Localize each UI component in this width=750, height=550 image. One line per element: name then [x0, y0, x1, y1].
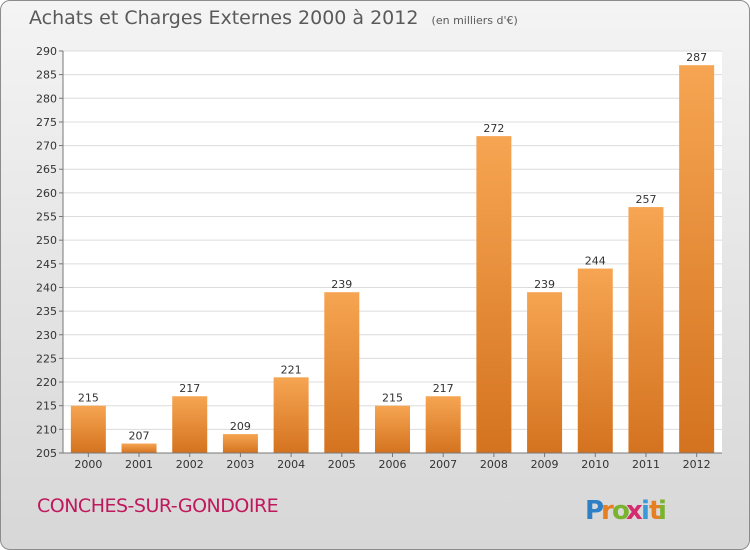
x-tick-label-2003: 2003 [226, 458, 254, 471]
data-label-2009: 239 [534, 278, 555, 291]
x-tick-label-2006: 2006 [379, 458, 407, 471]
y-tick-label: 230 [36, 329, 57, 342]
y-tick-label: 245 [36, 258, 57, 271]
y-tick-label: 280 [36, 92, 57, 105]
bar-2006 [375, 405, 410, 453]
bar-2008 [476, 136, 512, 454]
x-tick-label-2000: 2000 [74, 458, 102, 471]
logo-letter: o [612, 496, 630, 525]
y-tick-label: 260 [36, 187, 57, 200]
data-label-2012: 287 [686, 51, 707, 64]
bar-2011 [628, 207, 664, 453]
axis-ticks: 205 210 215 220 225 230 235 240 245 250 255 260 265 2… [36, 45, 722, 471]
chart-unit-label: (en milliers d'€) [431, 14, 518, 27]
y-tick-label: 215 [36, 400, 57, 413]
data-labels: 215 207 217 209 221 239 215 217 272 239 244 257 287 [78, 51, 707, 442]
y-tick-label: 255 [36, 211, 57, 224]
y-tick-label: 250 [36, 234, 57, 247]
y-tick-label: 220 [36, 376, 57, 389]
x-tick-label-2002: 2002 [176, 458, 204, 471]
y-tick-label: 205 [36, 447, 57, 460]
x-tick-label-2008: 2008 [480, 458, 508, 471]
bar-2012 [679, 65, 715, 453]
chart-title: Achats et Charges Externes 2000 à 2012 [29, 7, 419, 29]
data-label-2005: 239 [331, 278, 352, 291]
data-label-2002: 217 [179, 382, 200, 395]
data-label-2007: 217 [433, 382, 454, 395]
data-label-2001: 207 [129, 430, 150, 443]
data-label-2000: 215 [78, 392, 99, 405]
logo-letter: x [626, 496, 643, 525]
y-tick-label: 290 [36, 45, 57, 58]
y-tick-label: 285 [36, 69, 57, 82]
bar-2007 [425, 396, 461, 453]
bar-2001 [121, 443, 157, 453]
data-label-2010: 244 [585, 255, 606, 268]
y-tick-label: 235 [36, 305, 57, 318]
x-tick-label-2007: 2007 [429, 458, 457, 471]
logo-letter: i [641, 496, 650, 525]
bar-2002 [172, 396, 208, 453]
y-tick-label: 265 [36, 163, 57, 176]
bar-2009 [527, 292, 563, 453]
y-tick-label: 270 [36, 140, 57, 153]
logo-letter: P [585, 496, 604, 525]
logo-letter: r [601, 496, 614, 525]
bar-2005 [324, 292, 360, 453]
data-label-2011: 257 [635, 193, 656, 206]
bar-2010 [577, 268, 613, 453]
x-tick-label-2005: 2005 [328, 458, 356, 471]
y-tick-label: 275 [36, 116, 57, 129]
y-tick-label: 210 [36, 423, 57, 436]
data-label-2003: 209 [230, 420, 251, 433]
y-tick-label: 240 [36, 281, 57, 294]
x-tick-label-2011: 2011 [632, 458, 660, 471]
commune-name: CONCHES-SUR-GONDOIRE [37, 495, 279, 517]
data-label-2008: 272 [483, 122, 504, 135]
x-tick-label-2009: 2009 [531, 458, 559, 471]
y-tick-label: 225 [36, 352, 57, 365]
bar-2004 [273, 377, 309, 453]
x-tick-label-2004: 2004 [277, 458, 305, 471]
data-label-2006: 215 [382, 392, 403, 405]
title-row: Achats et Charges Externes 2000 à 2012 (… [29, 7, 518, 29]
logo-letter: t [649, 496, 661, 525]
x-tick-label-2001: 2001 [125, 458, 153, 471]
bars [70, 65, 715, 454]
logo-letter: i [658, 496, 667, 525]
x-tick-label-2012: 2012 [683, 458, 711, 471]
x-tick-label-2010: 2010 [581, 458, 609, 471]
bar-2000 [70, 405, 106, 453]
bar-2003 [222, 434, 258, 453]
data-label-2004: 221 [281, 363, 302, 376]
